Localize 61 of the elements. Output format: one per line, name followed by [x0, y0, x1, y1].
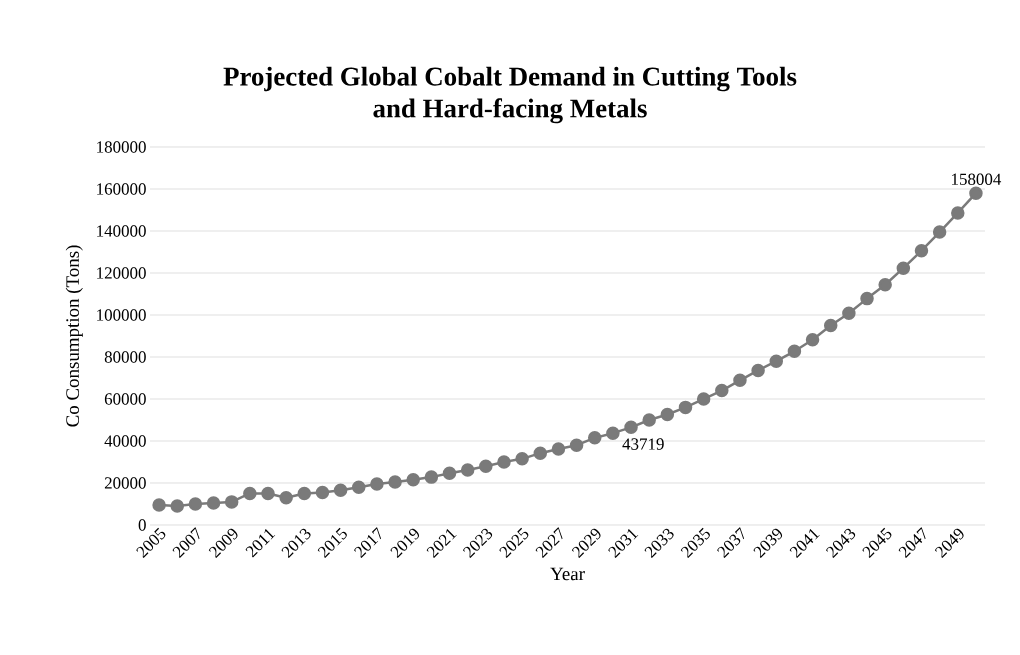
point — [479, 459, 493, 473]
point — [878, 277, 892, 292]
point — [678, 400, 693, 415]
point — [787, 344, 802, 359]
y-axis-title: Co Consumption (Tons) — [65, 245, 83, 427]
point — [805, 333, 820, 347]
point — [152, 498, 166, 512]
point — [224, 495, 239, 509]
point — [243, 486, 257, 501]
point — [406, 473, 420, 487]
point — [932, 225, 947, 239]
point — [515, 452, 529, 466]
point — [569, 438, 584, 452]
y-tick-label: 40000 — [104, 435, 146, 447]
point — [533, 446, 548, 460]
point — [333, 483, 348, 498]
point — [206, 496, 221, 510]
point — [860, 291, 874, 306]
point — [642, 413, 656, 427]
y-tick-label: 100000 — [97, 309, 146, 321]
point — [951, 206, 965, 220]
point — [715, 383, 729, 398]
point — [460, 463, 475, 477]
point — [660, 407, 675, 422]
point — [587, 431, 602, 445]
y-tick-label: 120000 — [97, 267, 146, 279]
y-tick-label: 140000 — [97, 225, 146, 237]
point — [170, 499, 184, 513]
point — [823, 318, 838, 333]
y-tick-label: 20000 — [104, 477, 146, 489]
x-tick-label: 2011 — [245, 529, 276, 558]
point — [842, 306, 856, 321]
point — [896, 261, 911, 275]
point — [751, 363, 765, 378]
point — [352, 480, 366, 494]
x-axis-title: Year — [550, 567, 585, 581]
y-tick-label: 160000 — [97, 183, 146, 195]
point — [315, 485, 330, 500]
point — [388, 475, 402, 489]
point — [424, 470, 439, 484]
point — [606, 426, 620, 440]
y-tick-label: 180000 — [97, 141, 146, 153]
point — [497, 455, 511, 469]
point — [769, 354, 784, 368]
data-label: 43719 — [622, 438, 664, 450]
point — [914, 243, 929, 258]
point — [733, 373, 747, 388]
point — [279, 490, 293, 505]
point — [370, 477, 384, 491]
point — [297, 486, 312, 501]
point — [696, 392, 711, 406]
data-label: 158004 — [952, 173, 1002, 185]
chart-title: Projected Global Cobalt Demand in Cutting Tools and Hard-facing Metals — [223, 66, 797, 124]
y-tick-label: 80000 — [104, 351, 146, 363]
point — [442, 466, 457, 481]
point — [551, 442, 566, 456]
point — [261, 486, 275, 501]
point — [624, 420, 638, 435]
y-tick-label: 60000 — [104, 393, 146, 405]
point — [188, 497, 203, 511]
point — [969, 186, 983, 200]
